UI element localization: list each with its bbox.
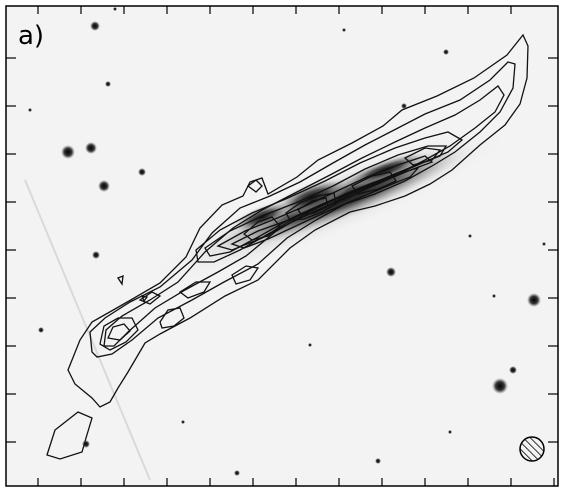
star	[342, 28, 346, 32]
star	[443, 49, 449, 55]
star	[138, 168, 146, 176]
star	[61, 145, 75, 159]
star	[28, 108, 32, 112]
star	[234, 470, 240, 476]
star	[542, 242, 546, 246]
star	[448, 430, 452, 434]
star-field	[28, 7, 546, 476]
star	[401, 103, 407, 109]
star	[492, 378, 508, 394]
panel-label: a)	[18, 21, 44, 51]
star	[92, 251, 100, 259]
star	[98, 180, 110, 192]
image-frame	[5, 5, 559, 487]
star	[90, 21, 100, 31]
streak-artifact	[24, 179, 151, 481]
star	[85, 142, 97, 154]
star	[82, 440, 90, 448]
star	[468, 234, 472, 238]
star	[527, 293, 541, 307]
star	[113, 7, 117, 11]
star	[386, 267, 396, 277]
frame-ticks	[6, 6, 558, 486]
star	[492, 294, 496, 298]
contour-lines	[46, 33, 529, 460]
star	[105, 81, 111, 87]
star	[38, 327, 44, 333]
star	[509, 366, 517, 374]
hatched-circle-icon	[519, 436, 545, 462]
star	[181, 420, 185, 424]
star	[375, 458, 381, 464]
star	[308, 343, 312, 347]
